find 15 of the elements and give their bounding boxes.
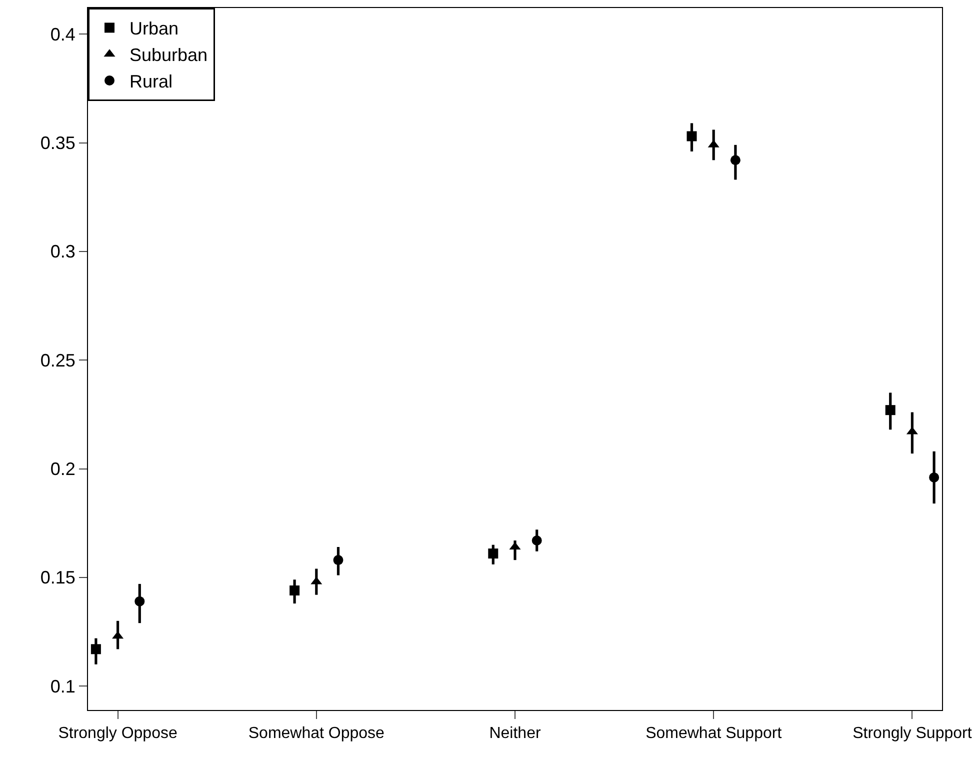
y-tick-label: 0.25: [40, 350, 76, 370]
legend-label: Urban: [130, 18, 179, 39]
y-tick-label: 0.3: [50, 242, 76, 262]
x-tick-label: Strongly Oppose: [58, 725, 178, 742]
y-tick-label: 0.4: [50, 24, 76, 44]
y-tick-label: 0.35: [40, 133, 76, 154]
legend-label: Rural: [130, 72, 173, 92]
y-tick-label: 0.15: [40, 568, 76, 588]
y-tick-label: 0.2: [50, 459, 76, 480]
x-tick-label: Strongly Support: [852, 725, 972, 742]
x-tick-label: Somewhat Oppose: [248, 725, 385, 742]
y-tick-label: 0.1: [50, 676, 76, 696]
x-tick-label: Neither: [489, 725, 542, 742]
legend-label: Suburban: [130, 45, 208, 66]
x-tick-label: Somewhat Support: [646, 725, 782, 742]
